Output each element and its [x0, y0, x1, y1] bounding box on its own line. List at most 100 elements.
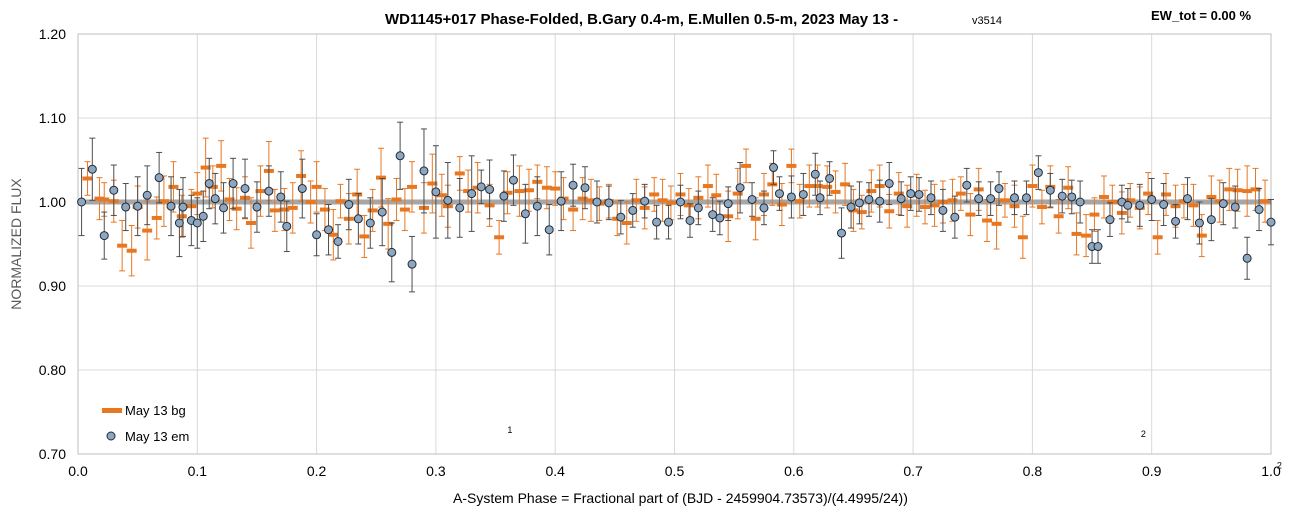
em-point [786, 192, 796, 202]
em-point [556, 196, 566, 206]
bg-point [1232, 188, 1243, 193]
em-point [580, 183, 590, 193]
em-point [950, 212, 960, 222]
em-point [476, 182, 486, 192]
em-point [708, 210, 718, 220]
em-point [837, 228, 847, 238]
em-point [962, 180, 972, 190]
em-point [1123, 200, 1133, 210]
bg-point [142, 228, 153, 233]
em-point [419, 166, 429, 176]
bg-point [1125, 198, 1136, 203]
bg-point [231, 206, 242, 211]
bg-point [893, 191, 904, 196]
bg-point [407, 184, 418, 189]
em-point [377, 207, 387, 217]
bg-point [1224, 187, 1235, 192]
bg-point [920, 205, 931, 210]
em-point [1010, 193, 1020, 203]
bg-point [427, 181, 438, 186]
em-point [798, 189, 808, 199]
bg-point [929, 203, 940, 208]
em-point [875, 196, 885, 206]
bg-point [359, 234, 370, 239]
bg-point [649, 192, 660, 197]
em-point [312, 230, 322, 240]
bg-point [577, 196, 588, 201]
y-tick-label: 0.90 [39, 278, 66, 294]
x-tick-label: 0.2 [307, 463, 327, 479]
bg-point [279, 207, 290, 212]
em-point [1147, 194, 1157, 204]
legend: May 13 bg May 13 em [102, 403, 189, 444]
em-point [1021, 193, 1031, 203]
bg-point [151, 215, 162, 220]
bg-point [1027, 184, 1038, 189]
phase-marker-label: 2 [1141, 429, 1146, 439]
em-point [240, 184, 250, 194]
bg-point [224, 197, 235, 202]
bg-point [245, 221, 256, 225]
x-tick-label: 0.1 [188, 463, 208, 479]
bg-point [1017, 235, 1028, 240]
em-point [640, 196, 650, 206]
bg-point [1081, 233, 1092, 238]
em-point [387, 247, 397, 257]
bg-point [399, 207, 410, 212]
em-point [324, 225, 334, 235]
em-point [715, 213, 725, 223]
bg-point [1260, 199, 1271, 204]
em-point [1242, 253, 1252, 263]
phase-markers: 1 2 2 [507, 425, 1282, 470]
bg-point [287, 205, 298, 210]
bg-point [794, 199, 805, 204]
bg-point [1143, 191, 1154, 196]
bg-point [1152, 235, 1163, 240]
bg-point [200, 165, 211, 170]
em-point [616, 212, 626, 222]
em-point [864, 194, 874, 204]
bg-point [158, 199, 169, 204]
bg-point [168, 184, 179, 189]
bg-point [207, 184, 218, 189]
em-point [854, 198, 864, 208]
bg-point [665, 200, 676, 205]
bg-point [1053, 214, 1064, 219]
bg-point [621, 221, 632, 225]
em-point [675, 197, 685, 207]
bg-point [550, 186, 561, 191]
em-point [333, 236, 343, 246]
em-point [1218, 199, 1228, 209]
bg-point [494, 235, 505, 240]
bg-point [296, 173, 307, 178]
em-point [1135, 200, 1145, 210]
bg-point [1196, 233, 1207, 238]
em-point [1171, 216, 1181, 226]
bg-point [311, 184, 322, 189]
em-point [1230, 202, 1240, 212]
em-point [914, 189, 924, 199]
bg-point [1063, 185, 1074, 190]
em-point [723, 199, 733, 209]
bg-point [391, 197, 402, 202]
bg-point [965, 212, 976, 217]
y-tick-label: 0.80 [39, 362, 66, 378]
em-point [974, 194, 984, 204]
em-point [1067, 192, 1077, 202]
bg-point [1036, 205, 1047, 210]
em-point [252, 202, 262, 212]
em-point [810, 169, 820, 179]
bg-point [99, 197, 110, 202]
em-point [846, 202, 856, 212]
bg-point [750, 216, 761, 221]
em-point [192, 218, 202, 228]
bg-point [683, 203, 694, 208]
legend-em-label: May 13 em [125, 429, 189, 444]
y-axis-label: NORMALIZED FLUX [8, 178, 24, 310]
em-point [297, 184, 307, 194]
bg-point [514, 189, 525, 194]
bg-point [999, 198, 1010, 203]
x-tick-label: 0.6 [784, 463, 804, 479]
